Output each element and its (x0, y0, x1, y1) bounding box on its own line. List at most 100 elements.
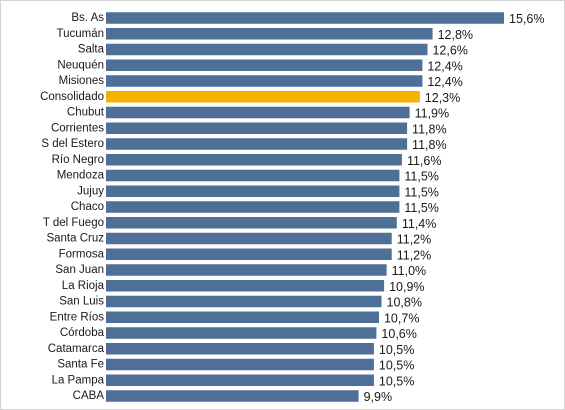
bar-misiones (106, 75, 423, 87)
bar-row-la-pampa: La Pampa 10,5% (52, 374, 415, 388)
category-label-entre-rios: Entre Ríos (50, 311, 105, 323)
category-label-tucuman: Tucumán (56, 28, 104, 40)
bar-row-salta: Salta 12,6% (78, 44, 468, 58)
value-label-entre-rios: 10,7% (384, 311, 419, 325)
bar-row-santa-cruz: Santa Cruz 11,2% (46, 233, 431, 247)
value-label-santa-fe: 10,5% (379, 359, 414, 373)
category-label-san-luis: San Luis (59, 296, 104, 308)
bar-jujuy (106, 185, 400, 197)
value-label-santa-cruz: 11,2% (397, 233, 432, 247)
value-label-mendoza: 11,5% (404, 170, 439, 184)
bar-row-cordoba: Córdoba 10,6% (60, 327, 417, 341)
bar-cordoba (106, 327, 377, 339)
bar-row-tucuman: Tucumán 12,8% (56, 28, 473, 42)
bar-row-rio-negro: Río Negro 11,6% (52, 154, 442, 168)
bar-la-pampa (106, 374, 374, 386)
category-label-corrientes: Corrientes (51, 122, 104, 134)
category-label-salta: Salta (78, 44, 105, 56)
bar-chubut (106, 106, 410, 119)
bar-catamarca (106, 343, 374, 355)
bar-t-del-fuego (106, 217, 397, 229)
value-label-jujuy: 11,5% (404, 185, 439, 199)
category-label-mendoza: Mendoza (57, 170, 105, 182)
value-label-san-luis: 10,8% (387, 296, 422, 310)
bar-row-chubut: Chubut 11,9% (67, 107, 449, 121)
bar-rio-negro (106, 154, 402, 166)
value-label-caba: 9,9% (364, 390, 393, 404)
bar-row-entre-rios: Entre Ríos 10,7% (50, 311, 420, 325)
value-label-consolidado: 12,3% (425, 91, 460, 105)
bar-santa-fe (106, 358, 374, 371)
bar-neuquen (106, 59, 423, 71)
value-label-formosa: 11,2% (397, 248, 432, 262)
category-label-santa-cruz: Santa Cruz (46, 233, 104, 245)
bar-chaco (106, 201, 400, 213)
bar-consolidado (106, 91, 420, 103)
value-label-chubut: 11,9% (415, 107, 450, 121)
category-label-consolidado: Consolidado (40, 91, 104, 103)
bar-row-jujuy: Jujuy 11,5% (77, 185, 439, 199)
bar-row-s-del-estero: S del Estero 11,8% (41, 138, 446, 152)
category-label-la-pampa: La Pampa (52, 374, 105, 386)
bar-s-del-estero (106, 138, 408, 150)
value-label-t-del-fuego: 11,4% (402, 217, 437, 231)
value-label-corrientes: 11,8% (412, 122, 447, 136)
value-label-s-del-estero: 11,8% (412, 138, 447, 152)
category-label-misiones: Misiones (59, 75, 105, 87)
bar-san-luis (106, 295, 382, 308)
bar-santa-cruz (106, 232, 392, 245)
bar-row-caba: CABA 9,9% (73, 390, 392, 404)
bar-row-corrientes: Corrientes 11,8% (51, 122, 447, 136)
bar-row-bs-as: Bs. As 15,6% (71, 12, 544, 26)
bar-row-la-rioja: La Rioja 10,9% (62, 280, 425, 294)
bar-la-rioja (106, 280, 385, 292)
bar-corrientes (106, 122, 408, 134)
bar-row-consolidado: Consolidado 12,3% (40, 91, 460, 105)
bar-row-chaco: Chaco 11,5% (71, 201, 439, 215)
bar-row-formosa: Formosa 11,2% (59, 248, 432, 262)
bar-entre-rios (106, 311, 379, 323)
bar-row-san-luis: San Luis 10,8% (59, 296, 422, 310)
value-label-catamarca: 10,5% (379, 343, 414, 357)
value-label-misiones: 12,4% (427, 75, 462, 89)
bar-row-san-juan: San Juan 11,0% (55, 264, 426, 278)
category-label-neuquen: Neuquén (57, 59, 104, 71)
bar-salta (106, 43, 428, 56)
bar-row-misiones: Misiones 12,4% (59, 75, 463, 89)
bar-caba (106, 390, 359, 402)
value-label-rio-negro: 11,6% (407, 154, 442, 168)
category-label-caba: CABA (73, 390, 105, 402)
value-label-san-juan: 11,0% (392, 264, 427, 278)
category-label-santa-fe: Santa Fe (57, 359, 104, 371)
bar-tucuman (106, 28, 433, 40)
category-label-cordoba: Córdoba (60, 327, 105, 339)
category-label-rio-negro: Río Negro (52, 154, 104, 166)
value-label-neuquen: 12,4% (427, 59, 462, 73)
bar-mendoza (106, 169, 400, 182)
value-label-bs-as: 15,6% (509, 12, 544, 26)
value-label-salta: 12,6% (432, 44, 467, 58)
value-label-cordoba: 10,6% (381, 327, 416, 341)
value-label-tucuman: 12,8% (438, 28, 473, 42)
bar-row-catamarca: Catamarca 10,5% (48, 343, 415, 357)
category-label-catamarca: Catamarca (48, 343, 105, 355)
category-label-jujuy: Jujuy (77, 185, 104, 197)
bar-row-t-del-fuego: T del Fuego 11,4% (43, 217, 437, 231)
bar-formosa (106, 248, 392, 260)
bar-row-mendoza: Mendoza 11,5% (57, 170, 439, 184)
category-label-s-del-estero: S del Estero (41, 138, 104, 150)
category-label-chaco: Chaco (71, 201, 104, 213)
category-label-t-del-fuego: T del Fuego (43, 217, 104, 229)
category-label-bs-as: Bs. As (71, 12, 104, 24)
category-label-san-juan: San Juan (55, 264, 104, 276)
value-label-chaco: 11,5% (404, 201, 439, 215)
category-label-la-rioja: La Rioja (62, 280, 105, 292)
bar-row-santa-fe: Santa Fe 10,5% (57, 359, 414, 373)
bar-row-neuquen: Neuquén 12,4% (57, 59, 462, 73)
bar-bs-as (106, 12, 504, 24)
category-label-formosa: Formosa (59, 248, 105, 260)
bar-san-juan (106, 264, 387, 276)
value-label-la-pampa: 10,5% (379, 374, 414, 388)
